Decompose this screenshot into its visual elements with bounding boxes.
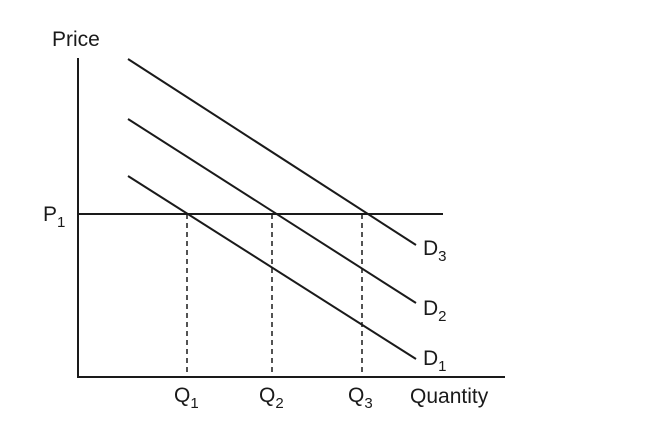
- price-label-p1: P1: [43, 203, 65, 231]
- quantity-label-q3: Q3: [348, 384, 373, 412]
- quantity-label-q1: Q1: [174, 384, 199, 412]
- demand-curve-d1: [127, 175, 417, 360]
- demand-curve-d3: [127, 58, 417, 246]
- quantity-label-q2: Q2: [259, 384, 284, 412]
- x-axis-label: Quantity: [410, 385, 489, 408]
- y-axis-label: Price: [52, 28, 100, 51]
- demand-curve-d2: [127, 118, 417, 304]
- demand-label-d1: D1: [423, 347, 447, 375]
- demand-label-d2: D2: [423, 297, 447, 325]
- demand-label-d3: D3: [423, 237, 447, 265]
